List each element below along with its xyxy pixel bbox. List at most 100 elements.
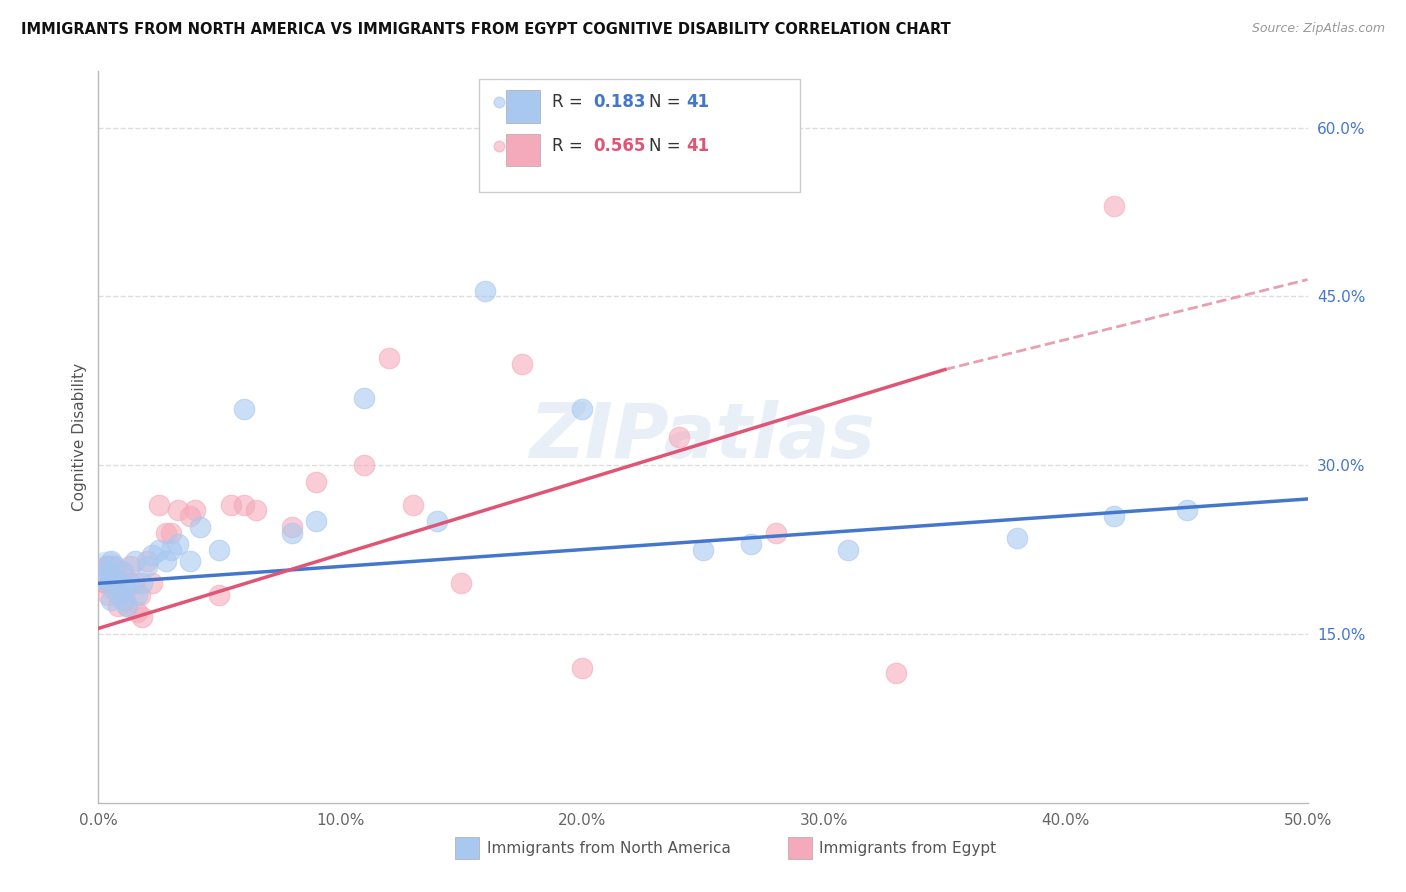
Text: ZIPatlas: ZIPatlas: [530, 401, 876, 474]
Point: [221, 498, 243, 512]
Point: [91, 568, 114, 582]
Point: [208, 542, 231, 557]
Point: [107, 599, 129, 613]
Point: [100, 593, 122, 607]
Point: [179, 508, 201, 523]
Point: [232, 401, 254, 416]
Point: [135, 559, 157, 574]
FancyBboxPatch shape: [506, 134, 540, 167]
Point: [91, 571, 114, 585]
Point: [131, 610, 153, 624]
Point: [167, 537, 190, 551]
Point: [97, 559, 120, 574]
Point: [740, 537, 762, 551]
Point: [94, 565, 117, 579]
Point: [131, 576, 153, 591]
Point: [232, 498, 254, 512]
Point: [184, 503, 207, 517]
Point: [128, 588, 150, 602]
Point: [377, 351, 399, 366]
Point: [117, 599, 139, 613]
Point: [450, 576, 472, 591]
Point: [353, 458, 375, 473]
Point: [97, 576, 120, 591]
Point: [160, 525, 183, 540]
Point: [94, 559, 117, 574]
Text: Immigrants from North America: Immigrants from North America: [486, 840, 731, 855]
Point: [114, 593, 136, 607]
Text: 41: 41: [686, 94, 709, 112]
Point: [104, 559, 127, 574]
Point: [155, 554, 177, 568]
Point: [114, 582, 136, 596]
Point: [141, 576, 163, 591]
Text: 0.565: 0.565: [593, 137, 645, 155]
Point: [765, 525, 787, 540]
Point: [100, 554, 122, 568]
Text: IMMIGRANTS FROM NORTH AMERICA VS IMMIGRANTS FROM EGYPT COGNITIVE DISABILITY CORR: IMMIGRANTS FROM NORTH AMERICA VS IMMIGRA…: [21, 22, 950, 37]
Point: [1102, 199, 1125, 213]
Text: N =: N =: [648, 94, 686, 112]
Point: [148, 542, 170, 557]
Point: [118, 559, 141, 574]
Point: [97, 565, 120, 579]
FancyBboxPatch shape: [479, 78, 800, 192]
Point: [1007, 532, 1029, 546]
FancyBboxPatch shape: [787, 838, 811, 859]
Point: [886, 666, 908, 681]
Point: [127, 605, 149, 619]
Point: [167, 503, 190, 517]
Point: [305, 475, 328, 489]
Point: [148, 498, 170, 512]
Point: [111, 565, 134, 579]
Point: [571, 661, 593, 675]
Point: [111, 593, 134, 607]
Text: R =: R =: [551, 94, 588, 112]
Point: [402, 498, 425, 512]
Point: [208, 588, 231, 602]
Text: 0.183: 0.183: [593, 94, 645, 112]
Point: [353, 391, 375, 405]
Point: [97, 588, 120, 602]
Point: [1102, 508, 1125, 523]
Text: R =: R =: [551, 137, 588, 155]
Point: [124, 554, 146, 568]
Point: [281, 525, 304, 540]
Point: [124, 576, 146, 591]
Text: Source: ZipAtlas.com: Source: ZipAtlas.com: [1251, 22, 1385, 36]
Point: [179, 554, 201, 568]
Point: [117, 599, 139, 613]
Point: [281, 520, 304, 534]
Y-axis label: Cognitive Disability: Cognitive Disability: [72, 363, 87, 511]
Text: 41: 41: [686, 137, 709, 155]
Point: [692, 542, 714, 557]
Point: [108, 588, 131, 602]
Point: [101, 576, 124, 591]
Point: [426, 515, 449, 529]
Point: [155, 525, 177, 540]
Point: [104, 576, 127, 591]
Point: [101, 582, 124, 596]
Point: [108, 576, 131, 591]
Point: [305, 515, 328, 529]
Text: Immigrants from Egypt: Immigrants from Egypt: [820, 840, 997, 855]
Point: [127, 588, 149, 602]
FancyBboxPatch shape: [456, 838, 479, 859]
Point: [668, 430, 690, 444]
Point: [118, 576, 141, 591]
Point: [245, 503, 267, 517]
Point: [104, 571, 127, 585]
Text: N =: N =: [648, 137, 686, 155]
Point: [160, 542, 183, 557]
Point: [100, 559, 122, 574]
Point: [107, 588, 129, 602]
Point: [135, 554, 157, 568]
Point: [571, 401, 593, 416]
FancyBboxPatch shape: [506, 90, 540, 122]
Point: [510, 357, 533, 371]
Point: [474, 284, 496, 298]
Point: [94, 576, 117, 591]
Point: [141, 548, 163, 562]
Point: [837, 542, 859, 557]
Point: [91, 571, 114, 585]
